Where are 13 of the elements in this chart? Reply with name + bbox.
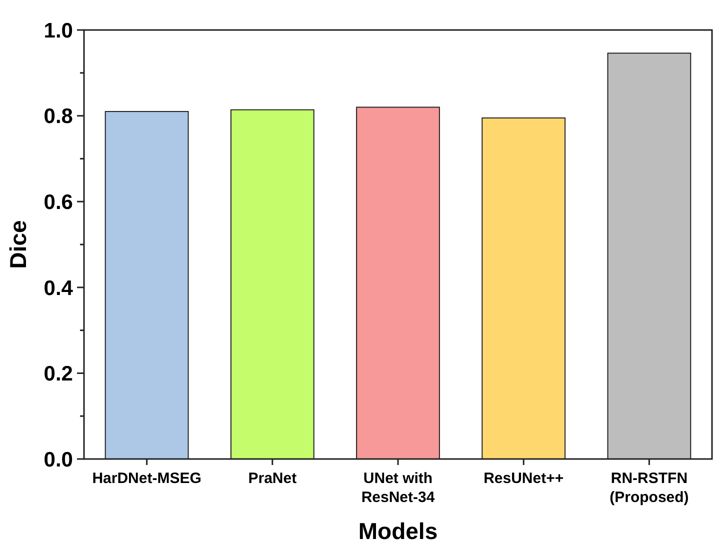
y-tick-label: 0.4	[44, 276, 74, 300]
x-axis-title: Models	[358, 518, 438, 543]
x-tick-label: RN-RSTFN (Proposed)	[610, 470, 689, 506]
y-tick-label: 0.2	[44, 362, 73, 386]
y-tick-label: 0.0	[44, 448, 73, 472]
y-tick-label: 1.0	[44, 19, 73, 42]
x-tick-label: HarDNet-MSEG	[92, 470, 202, 487]
x-tick-label: PraNet	[248, 470, 297, 487]
y-tick-label: 0.6	[44, 190, 73, 214]
x-tick-label: ResUNet++	[484, 470, 564, 487]
y-axis-title: Dice	[5, 220, 31, 269]
y-tick-label: 0.8	[44, 105, 74, 128]
x-tick-label: UNet with ResNet-34	[361, 470, 436, 506]
